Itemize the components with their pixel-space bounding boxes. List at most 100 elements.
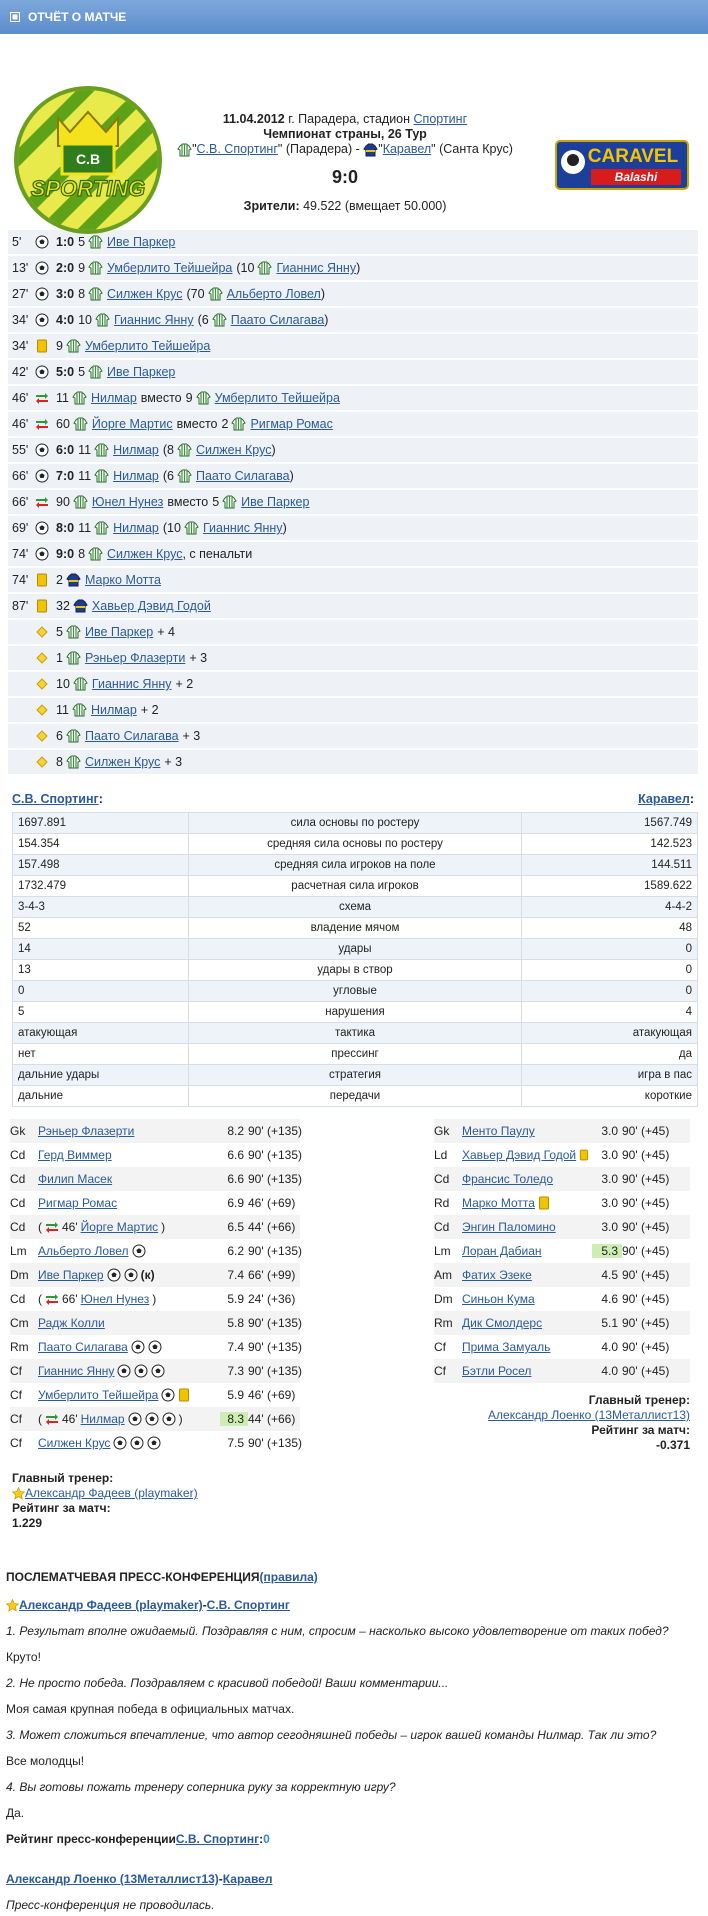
player-link[interactable]: Фатих Эзеке	[462, 1268, 532, 1282]
player-link[interactable]: Франсис Толедо	[462, 1172, 554, 1186]
player-link[interactable]: Марко Мотта	[462, 1196, 535, 1210]
player-link[interactable]: Герд Виммер	[38, 1148, 112, 1162]
home-kit-icon	[88, 261, 103, 275]
player-link[interactable]: Ригмар Ромас	[250, 417, 333, 431]
coach-link[interactable]: Александр Фадеев (playmaker)	[25, 1486, 198, 1500]
player-link[interactable]: Дик Смолдерс	[462, 1316, 543, 1330]
player-link[interactable]: Лоран Дабиан	[462, 1244, 542, 1258]
player-cell: Иве Паркер (к)	[38, 1268, 220, 1282]
player-link[interactable]: Умберлито Тейшейра	[214, 391, 340, 405]
player-link[interactable]: Рэньер Флазерти	[84, 651, 186, 665]
player-link[interactable]: Иве Паркер	[241, 495, 310, 509]
player-link[interactable]: Силжен Крус	[107, 547, 183, 561]
player-link[interactable]: Марко Мотта	[84, 573, 161, 587]
substitution-icon	[46, 1294, 58, 1305]
coach-link[interactable]: Александр Фадеев (playmaker)	[19, 1598, 203, 1612]
player-link[interactable]: Хавьер Дэвид Годой	[462, 1148, 577, 1162]
player-rating: 7.4	[227, 1268, 244, 1282]
press-rating-line: Рейтинг пресс-конференции С.В. Спортинг …	[6, 1826, 696, 1852]
away-value: 1567.749	[521, 812, 698, 834]
player-link[interactable]: Йорге Мартис	[91, 417, 173, 431]
player-link[interactable]: Паато Силагава	[230, 313, 325, 327]
player-link[interactable]: Радж Колли	[38, 1316, 105, 1330]
player-link[interactable]: Гианнис Янну	[38, 1364, 115, 1378]
coach-link[interactable]: Александр Лоенко (13Металлист13)	[6, 1872, 219, 1886]
icon-shape	[46, 1419, 58, 1425]
icon-shape	[235, 418, 243, 430]
player-link[interactable]: Силжен Крус	[38, 1436, 111, 1450]
minutes: 90'	[248, 1436, 264, 1450]
player-link[interactable]: Гианнис Янну	[202, 521, 283, 535]
home-team-link[interactable]: С.В. Спортинг	[196, 142, 278, 156]
player-link[interactable]: Иве Паркер	[107, 365, 176, 379]
number: 5	[78, 365, 86, 379]
player-link[interactable]: Прима Замуаль	[462, 1340, 551, 1354]
player-time: 90' (+45)	[622, 1148, 690, 1162]
player-link[interactable]: Нилмар	[113, 443, 159, 457]
player-cell: Менто Паулу	[462, 1124, 592, 1138]
player-link[interactable]: Иве Паркер	[84, 625, 154, 639]
event-minute: 69'	[12, 521, 29, 535]
player-link[interactable]: Паато Силагава	[84, 729, 179, 743]
event-icon	[32, 365, 52, 379]
player-link[interactable]: Синьон Кума	[462, 1292, 535, 1306]
minutes: 90'	[622, 1196, 638, 1210]
player-row: Rm Дик Смолдерс 5.1 90' (+45)	[434, 1311, 690, 1335]
player-cell: Гианнис Янну	[38, 1364, 220, 1378]
home-kit-icon	[177, 443, 192, 457]
player-link[interactable]: Бэтли Росел	[462, 1364, 532, 1378]
player-link[interactable]: Нилмар	[90, 391, 137, 405]
player-row: Cf Силжен Крус 7.5 90' (+135)	[10, 1431, 302, 1455]
player-link[interactable]: Гианнис Янну	[113, 313, 194, 327]
shirt-number: (10	[236, 261, 273, 275]
home-kit-icon	[88, 547, 103, 561]
player-link[interactable]: Паато Силагава	[38, 1340, 128, 1354]
minutes: 90'	[248, 1124, 264, 1138]
player-link[interactable]: Юнел Нунез	[80, 1292, 150, 1306]
player-link[interactable]: Хавьер Дэвид Годой	[91, 599, 211, 613]
player-link[interactable]: Йорге Мартис	[80, 1220, 159, 1234]
player-link[interactable]: Альберто Ловел	[38, 1244, 129, 1258]
player-link[interactable]: Гианнис Янну	[91, 677, 172, 691]
team-link[interactable]: С.В. Спортинг	[206, 1598, 290, 1612]
player-link[interactable]: Гианнис Янну	[276, 261, 357, 275]
away-team-link[interactable]: Каравел	[382, 142, 432, 156]
player-link[interactable]: Нилмар	[90, 703, 137, 717]
player-link[interactable]: Альберто Ловел	[226, 287, 321, 301]
team-link[interactable]: С.В. Спортинг	[175, 1832, 260, 1846]
yellow-card-icon	[579, 1149, 589, 1161]
player-link[interactable]: Нилмар	[113, 521, 159, 535]
rating-change: (+45)	[640, 1316, 670, 1330]
player-link[interactable]: Силжен Крус	[107, 287, 183, 301]
player-link[interactable]: Умберлито Тейшейра	[107, 261, 233, 275]
player-link[interactable]: Умберлито Тейшейра	[84, 339, 211, 353]
player-rating: 3.0	[601, 1196, 618, 1210]
icon-shape	[127, 1272, 134, 1277]
home-team-link[interactable]: С.В. Спортинг	[12, 792, 99, 806]
player-link[interactable]: Энгин Паломино	[462, 1220, 556, 1234]
event-icon	[32, 573, 52, 587]
player-link[interactable]: Иве Паркер	[107, 235, 176, 249]
stadium-link[interactable]: Спортинг	[413, 112, 468, 126]
player-link[interactable]: Умберлито Тейшейра	[38, 1388, 159, 1402]
player-link[interactable]: Рэньер Флазерти	[38, 1124, 135, 1138]
coach-link[interactable]: Александр Лоенко (13Металлист13)	[488, 1408, 690, 1422]
paren: (	[38, 1292, 42, 1306]
player-link[interactable]: Менто Паулу	[462, 1124, 535, 1138]
player-link[interactable]: Силжен Крус	[84, 755, 161, 769]
team-link[interactable]: Каравел	[222, 1872, 273, 1886]
away-team-link[interactable]: Каравел	[638, 792, 690, 806]
player-link[interactable]: Нилмар	[80, 1412, 125, 1426]
event-minute: 5'	[12, 235, 22, 249]
rules-link[interactable]: (правила)	[259, 1570, 318, 1584]
minutes: 44'	[248, 1220, 264, 1234]
stat-label: расчетная сила игроков	[188, 875, 522, 897]
player-link[interactable]: Ригмар Ромас	[38, 1196, 118, 1210]
player-link[interactable]: Паато Силагава	[196, 469, 290, 483]
player-link[interactable]: Силжен Крус	[196, 443, 272, 457]
player-link[interactable]: Нилмар	[113, 469, 159, 483]
player-time: 90' (+45)	[622, 1172, 690, 1186]
player-link[interactable]: Филип Масек	[38, 1172, 113, 1186]
player-link[interactable]: Юнел Нунез	[91, 495, 164, 509]
player-link[interactable]: Иве Паркер	[38, 1268, 104, 1282]
